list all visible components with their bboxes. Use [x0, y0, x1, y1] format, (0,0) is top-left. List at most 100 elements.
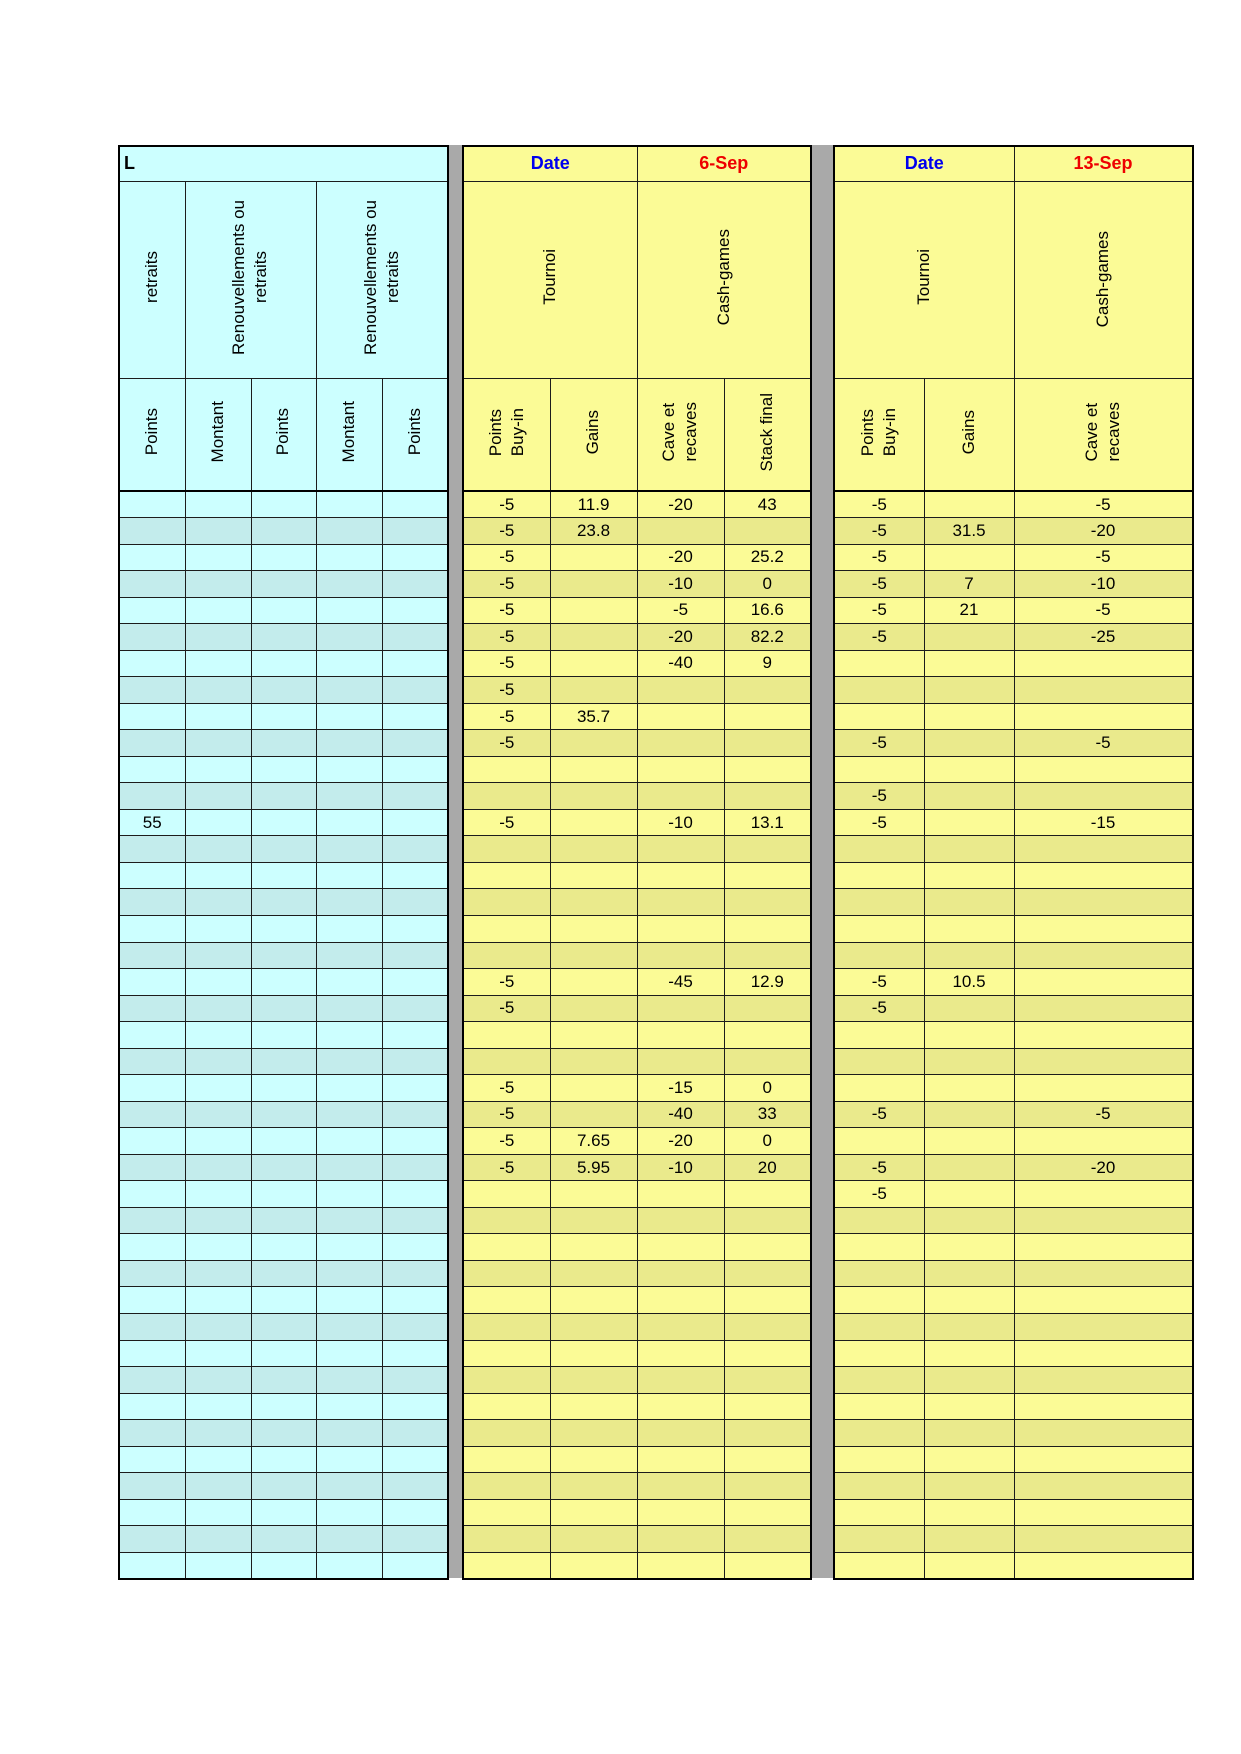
sheet-cell[interactable]: -25: [1013, 623, 1193, 651]
sheet-cell[interactable]: [315, 649, 383, 678]
sheet-cell[interactable]: [549, 1021, 638, 1049]
sheet-cell[interactable]: [381, 1445, 449, 1474]
sheet-cell[interactable]: [184, 1498, 252, 1527]
sheet-cell[interactable]: -5: [1013, 490, 1193, 519]
sheet-cell[interactable]: [1013, 861, 1193, 890]
sheet-cell[interactable]: [1013, 1180, 1193, 1208]
sheet-cell[interactable]: [315, 1127, 383, 1155]
sheet-cell[interactable]: [118, 1392, 186, 1421]
sheet-cell[interactable]: [250, 1392, 317, 1421]
sheet-cell[interactable]: [549, 1339, 638, 1368]
sheet-cell[interactable]: [549, 1180, 638, 1208]
sheet-cell[interactable]: [923, 782, 1015, 810]
sheet-cell[interactable]: [118, 1100, 186, 1129]
sheet-cell[interactable]: [723, 915, 812, 943]
sheet-cell[interactable]: [1013, 1206, 1193, 1235]
sheet-cell[interactable]: [923, 543, 1015, 572]
sheet-cell[interactable]: [636, 517, 725, 545]
sheet-cell[interactable]: 21: [923, 596, 1015, 625]
sheet-cell[interactable]: [1013, 702, 1193, 731]
sheet-cell[interactable]: [184, 1366, 252, 1394]
sheet-cell[interactable]: [118, 1445, 186, 1474]
sheet-cell[interactable]: [381, 729, 449, 757]
column-header-cave-recaves[interactable]: Cave et recaves: [1013, 377, 1193, 492]
sheet-cell[interactable]: [250, 1259, 317, 1288]
sheet-cell[interactable]: [250, 1339, 317, 1368]
sheet-cell[interactable]: [381, 808, 449, 837]
sheet-cell[interactable]: [923, 729, 1015, 757]
sheet-cell[interactable]: [1013, 1419, 1193, 1447]
sheet-cell[interactable]: [1013, 1259, 1193, 1288]
sheet-cell[interactable]: -5: [462, 649, 551, 678]
sheet-cell[interactable]: [723, 1312, 812, 1341]
sheet-cell[interactable]: [833, 1551, 925, 1580]
sheet-cell[interactable]: -5: [462, 543, 551, 572]
sheet-cell[interactable]: [636, 1419, 725, 1447]
sheet-cell[interactable]: [723, 1525, 812, 1553]
sheet-cell[interactable]: [315, 835, 383, 863]
sheet-cell[interactable]: [549, 570, 638, 598]
sheet-cell[interactable]: [833, 1047, 925, 1076]
sheet-cell[interactable]: -5: [462, 994, 551, 1023]
sheet-cell[interactable]: 10.5: [923, 968, 1015, 996]
sheet-cell[interactable]: -45: [636, 968, 725, 996]
sheet-cell[interactable]: -5: [462, 1100, 551, 1129]
sheet-cell[interactable]: [315, 1233, 383, 1261]
sheet-cell[interactable]: [118, 623, 186, 651]
sheet-cell[interactable]: [833, 1233, 925, 1261]
sheet-cell[interactable]: [723, 994, 812, 1023]
sheet-cell[interactable]: [923, 1472, 1015, 1500]
sheet-cell[interactable]: [250, 490, 317, 519]
sheet-cell[interactable]: [184, 1551, 252, 1580]
sheet-cell[interactable]: [723, 1339, 812, 1368]
sheet-cell[interactable]: [723, 1419, 812, 1447]
sheet-cell[interactable]: -5: [462, 1074, 551, 1102]
sheet-cell[interactable]: -5: [1013, 543, 1193, 572]
sheet-cell[interactable]: [1013, 941, 1193, 970]
sheet-cell[interactable]: [184, 702, 252, 731]
sheet-cell[interactable]: [184, 1286, 252, 1314]
sheet-cell[interactable]: [833, 1472, 925, 1500]
sheet-cell[interactable]: [118, 1525, 186, 1553]
sheet-cell[interactable]: [381, 1366, 449, 1394]
sheet-cell[interactable]: [723, 1021, 812, 1049]
sheet-cell[interactable]: [636, 676, 725, 704]
sheet-cell[interactable]: [549, 1206, 638, 1235]
sheet-cell[interactable]: [381, 1047, 449, 1076]
sheet-cell[interactable]: [923, 755, 1015, 784]
sheet-cell[interactable]: [250, 915, 317, 943]
sheet-cell[interactable]: [381, 835, 449, 863]
sheet-cell[interactable]: [118, 915, 186, 943]
sheet-cell[interactable]: [184, 1100, 252, 1129]
sheet-cell[interactable]: [381, 1074, 449, 1102]
sheet-cell[interactable]: [462, 1021, 551, 1049]
sheet-cell[interactable]: [549, 782, 638, 810]
sheet-cell[interactable]: [636, 1525, 725, 1553]
sheet-cell[interactable]: [118, 1047, 186, 1076]
sheet-cell[interactable]: [923, 1127, 1015, 1155]
sheet-cell[interactable]: [833, 1074, 925, 1102]
sheet-cell[interactable]: [118, 1312, 186, 1341]
sheet-cell[interactable]: [184, 1047, 252, 1076]
sheet-cell[interactable]: [833, 915, 925, 943]
sheet-cell[interactable]: [462, 1339, 551, 1368]
sheet-cell[interactable]: [833, 649, 925, 678]
sheet-cell[interactable]: [549, 729, 638, 757]
sheet-cell[interactable]: [315, 941, 383, 970]
sheet-cell[interactable]: [462, 1472, 551, 1500]
sheet-cell[interactable]: [923, 1419, 1015, 1447]
sheet-cell[interactable]: [315, 1339, 383, 1368]
sheet-cell[interactable]: [250, 570, 317, 598]
sheet-cell[interactable]: [923, 1153, 1015, 1182]
sheet-cell[interactable]: [184, 968, 252, 996]
sheet-cell[interactable]: [1013, 649, 1193, 678]
sheet-cell[interactable]: -20: [1013, 1153, 1193, 1182]
sheet-cell[interactable]: -20: [636, 543, 725, 572]
sheet-cell[interactable]: [462, 1206, 551, 1235]
sheet-cell[interactable]: [250, 623, 317, 651]
sheet-cell[interactable]: -5: [636, 596, 725, 625]
group-cash-games[interactable]: Cash-games: [1013, 180, 1193, 379]
sheet-cell[interactable]: 5.95: [549, 1153, 638, 1182]
sheet-cell[interactable]: [184, 1339, 252, 1368]
sheet-cell[interactable]: [923, 994, 1015, 1023]
